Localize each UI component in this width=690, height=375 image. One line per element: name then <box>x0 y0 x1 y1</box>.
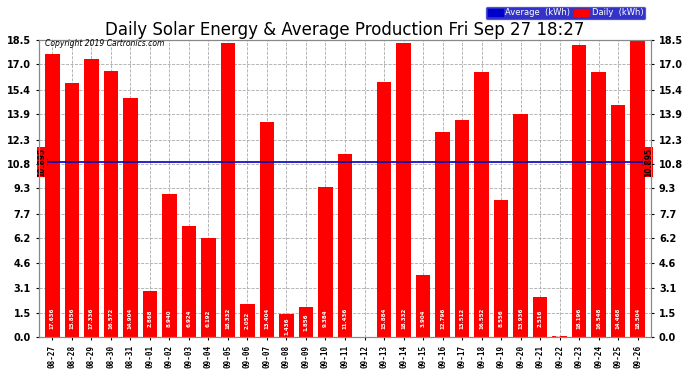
Text: 2.052: 2.052 <box>245 312 250 330</box>
Text: 16.572: 16.572 <box>108 308 113 328</box>
Bar <box>533 297 547 337</box>
Bar <box>318 187 333 337</box>
Text: 14.468: 14.468 <box>615 308 620 329</box>
Bar <box>611 105 625 337</box>
Bar <box>259 122 275 337</box>
Text: 18.504: 18.504 <box>635 308 640 328</box>
Text: 6.192: 6.192 <box>206 309 211 327</box>
Text: 10.895: 10.895 <box>644 148 653 177</box>
Bar <box>181 226 196 337</box>
Bar <box>494 200 509 337</box>
Text: 2.516: 2.516 <box>538 309 542 327</box>
Text: 16.552: 16.552 <box>479 308 484 328</box>
Text: 0.088: 0.088 <box>557 328 562 345</box>
Bar <box>455 120 469 337</box>
Bar <box>279 314 294 337</box>
Text: 1.436: 1.436 <box>284 317 289 334</box>
Bar <box>221 43 235 337</box>
Text: 11.436: 11.436 <box>342 308 348 328</box>
Text: 17.336: 17.336 <box>89 308 94 329</box>
Text: 6.924: 6.924 <box>186 309 191 327</box>
Text: 3.904: 3.904 <box>420 309 426 327</box>
Bar <box>337 154 353 337</box>
Bar <box>123 98 138 337</box>
Text: 14.904: 14.904 <box>128 308 133 328</box>
Bar <box>162 194 177 337</box>
Bar <box>377 82 391 337</box>
Bar <box>65 83 79 337</box>
Text: 13.936: 13.936 <box>518 308 523 329</box>
Bar <box>513 114 528 337</box>
Text: 16.548: 16.548 <box>596 308 601 329</box>
Text: 13.512: 13.512 <box>460 308 464 328</box>
Bar <box>45 54 59 337</box>
Text: 2.868: 2.868 <box>148 309 152 327</box>
Text: Copyright 2019 Cartronics.com: Copyright 2019 Cartronics.com <box>45 39 164 48</box>
Bar <box>143 291 157 337</box>
Text: 15.856: 15.856 <box>70 308 75 329</box>
Text: 8.556: 8.556 <box>499 309 504 327</box>
Text: 18.332: 18.332 <box>226 308 230 328</box>
Text: 1.856: 1.856 <box>304 314 308 331</box>
Text: 13.404: 13.404 <box>264 308 270 328</box>
Text: 18.332: 18.332 <box>401 308 406 328</box>
Text: 10.895: 10.895 <box>37 148 46 177</box>
Bar <box>240 304 255 337</box>
Bar <box>104 71 118 337</box>
Bar <box>591 72 606 337</box>
Text: 15.884: 15.884 <box>382 308 386 329</box>
Bar <box>415 274 431 337</box>
Bar <box>435 132 450 337</box>
Bar <box>396 43 411 337</box>
Bar <box>631 40 645 337</box>
Text: 8.940: 8.940 <box>167 309 172 327</box>
Text: 9.384: 9.384 <box>323 309 328 327</box>
Title: Daily Solar Energy & Average Production Fri Sep 27 18:27: Daily Solar Energy & Average Production … <box>106 21 584 39</box>
Bar <box>299 308 313 337</box>
Bar <box>552 336 567 337</box>
Text: 17.636: 17.636 <box>50 308 55 329</box>
Text: 0.000: 0.000 <box>362 329 367 346</box>
Bar <box>474 72 489 337</box>
Text: 12.796: 12.796 <box>440 308 445 328</box>
Bar <box>201 238 216 337</box>
Bar <box>84 59 99 337</box>
Bar <box>572 45 586 337</box>
Text: 18.196: 18.196 <box>577 308 582 328</box>
Legend: Average  (kWh), Daily  (kWh): Average (kWh), Daily (kWh) <box>485 6 646 20</box>
